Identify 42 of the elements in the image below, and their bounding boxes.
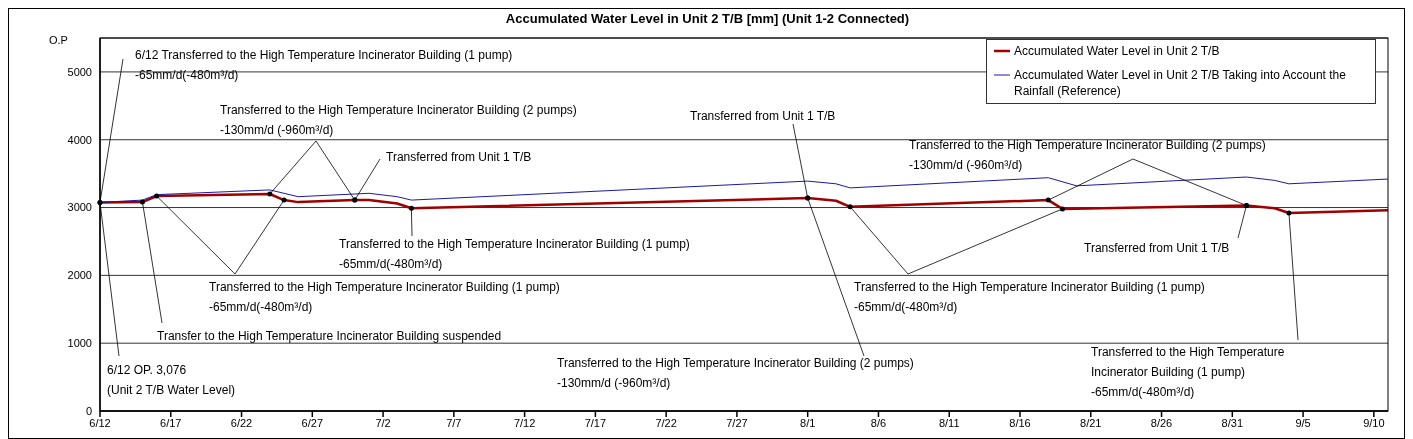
x-tick-label: 8/6 — [870, 416, 887, 429]
x-tick-label: 7/12 — [513, 416, 536, 429]
legend-label: Accumulated Water Level in Unit 2 T/B — [1014, 43, 1220, 59]
annotation: Transferred to the High Temperature Incinerator Building (1 pump) -65mm/d(-480m³/d) — [209, 279, 560, 316]
x-tick-label: 8/16 — [1009, 416, 1031, 429]
annotation: 6/12 Transferred to the High Temperature Incinerator Building (1 pump) -65mm/d(-480m³/d) — [135, 47, 513, 84]
x-tick-label: 7/7 — [446, 416, 462, 429]
annotation: Transferred from Unit 1 T/B — [690, 108, 836, 125]
x-tick-label: 7/27 — [726, 416, 748, 429]
annotation: Transferred from Unit 1 T/B — [386, 149, 532, 166]
x-tick-label: 6/17 — [160, 416, 182, 429]
y-tick-label: 4000 — [67, 133, 92, 146]
y-tick-label: 2000 — [67, 269, 92, 282]
annotation: 6/12 OP. 3,076 (Unit 2 T/B Water Level) — [107, 362, 236, 399]
x-tick-label: 6/22 — [230, 416, 253, 429]
x-tick-label: 8/31 — [1221, 416, 1244, 429]
y-tick-label: 1000 — [67, 337, 92, 350]
y-axis-title: O.P — [49, 34, 68, 46]
annotation: Transferred to the High Temperature Incinerator Building (2 pumps) -130mm/d (-960m³/d) — [909, 137, 1266, 174]
legend-label: Accumulated Water Level in Unit 2 T/B Taking into Account the Rainfall (Reference) — [1014, 67, 1347, 99]
annotation: Transferred to the High Temperature Incinerator Building (1 pump) -65mm/d(-480m³/d) — [854, 279, 1205, 316]
annotation: Transferred to the High Temperature Incinerator Building (1 pump) -65mm/d(-480m³/d) — [339, 236, 690, 273]
annotation: Transferred from Unit 1 T/B — [1084, 240, 1230, 257]
x-tick-label: 6/12 — [89, 416, 111, 429]
x-tick-label: 9/10 — [1363, 416, 1385, 429]
x-tick-label: 8/11 — [938, 416, 960, 429]
x-tick-label: 7/17 — [584, 416, 607, 429]
x-tick-label: 8/26 — [1150, 416, 1173, 429]
x-tick-label: 8/21 — [1080, 416, 1102, 429]
x-tick-label: 7/2 — [375, 416, 391, 429]
y-tick-label: 3000 — [67, 201, 92, 214]
y-tick-label: 5000 — [67, 65, 92, 78]
annotation: Transferred to the High Temperature Incinerator Building (2 pumps) -130mm/d (-960m³/d) — [557, 355, 914, 392]
chart-title: Accumulated Water Level in Unit 2 T/B [mm] (Unit 1-2 Connected) — [504, 11, 911, 26]
x-tick-label: 9/5 — [1295, 416, 1311, 429]
annotation: Transferred to the High Temperature Incinerator Building (1 pump) -65mm/d(-480m³/d) — [1091, 344, 1285, 401]
annotation: Transfer to the High Temperature Incinerator Building suspended — [157, 328, 502, 345]
x-tick-label: 6/27 — [301, 416, 324, 429]
annotation: Transferred to the High Temperature Incinerator Building (2 pumps) -130mm/d (-960m³/d) — [220, 102, 577, 139]
x-tick-label: 7/22 — [655, 416, 677, 429]
x-tick-label: 8/1 — [800, 416, 816, 429]
y-tick-label: 0 — [85, 404, 92, 417]
